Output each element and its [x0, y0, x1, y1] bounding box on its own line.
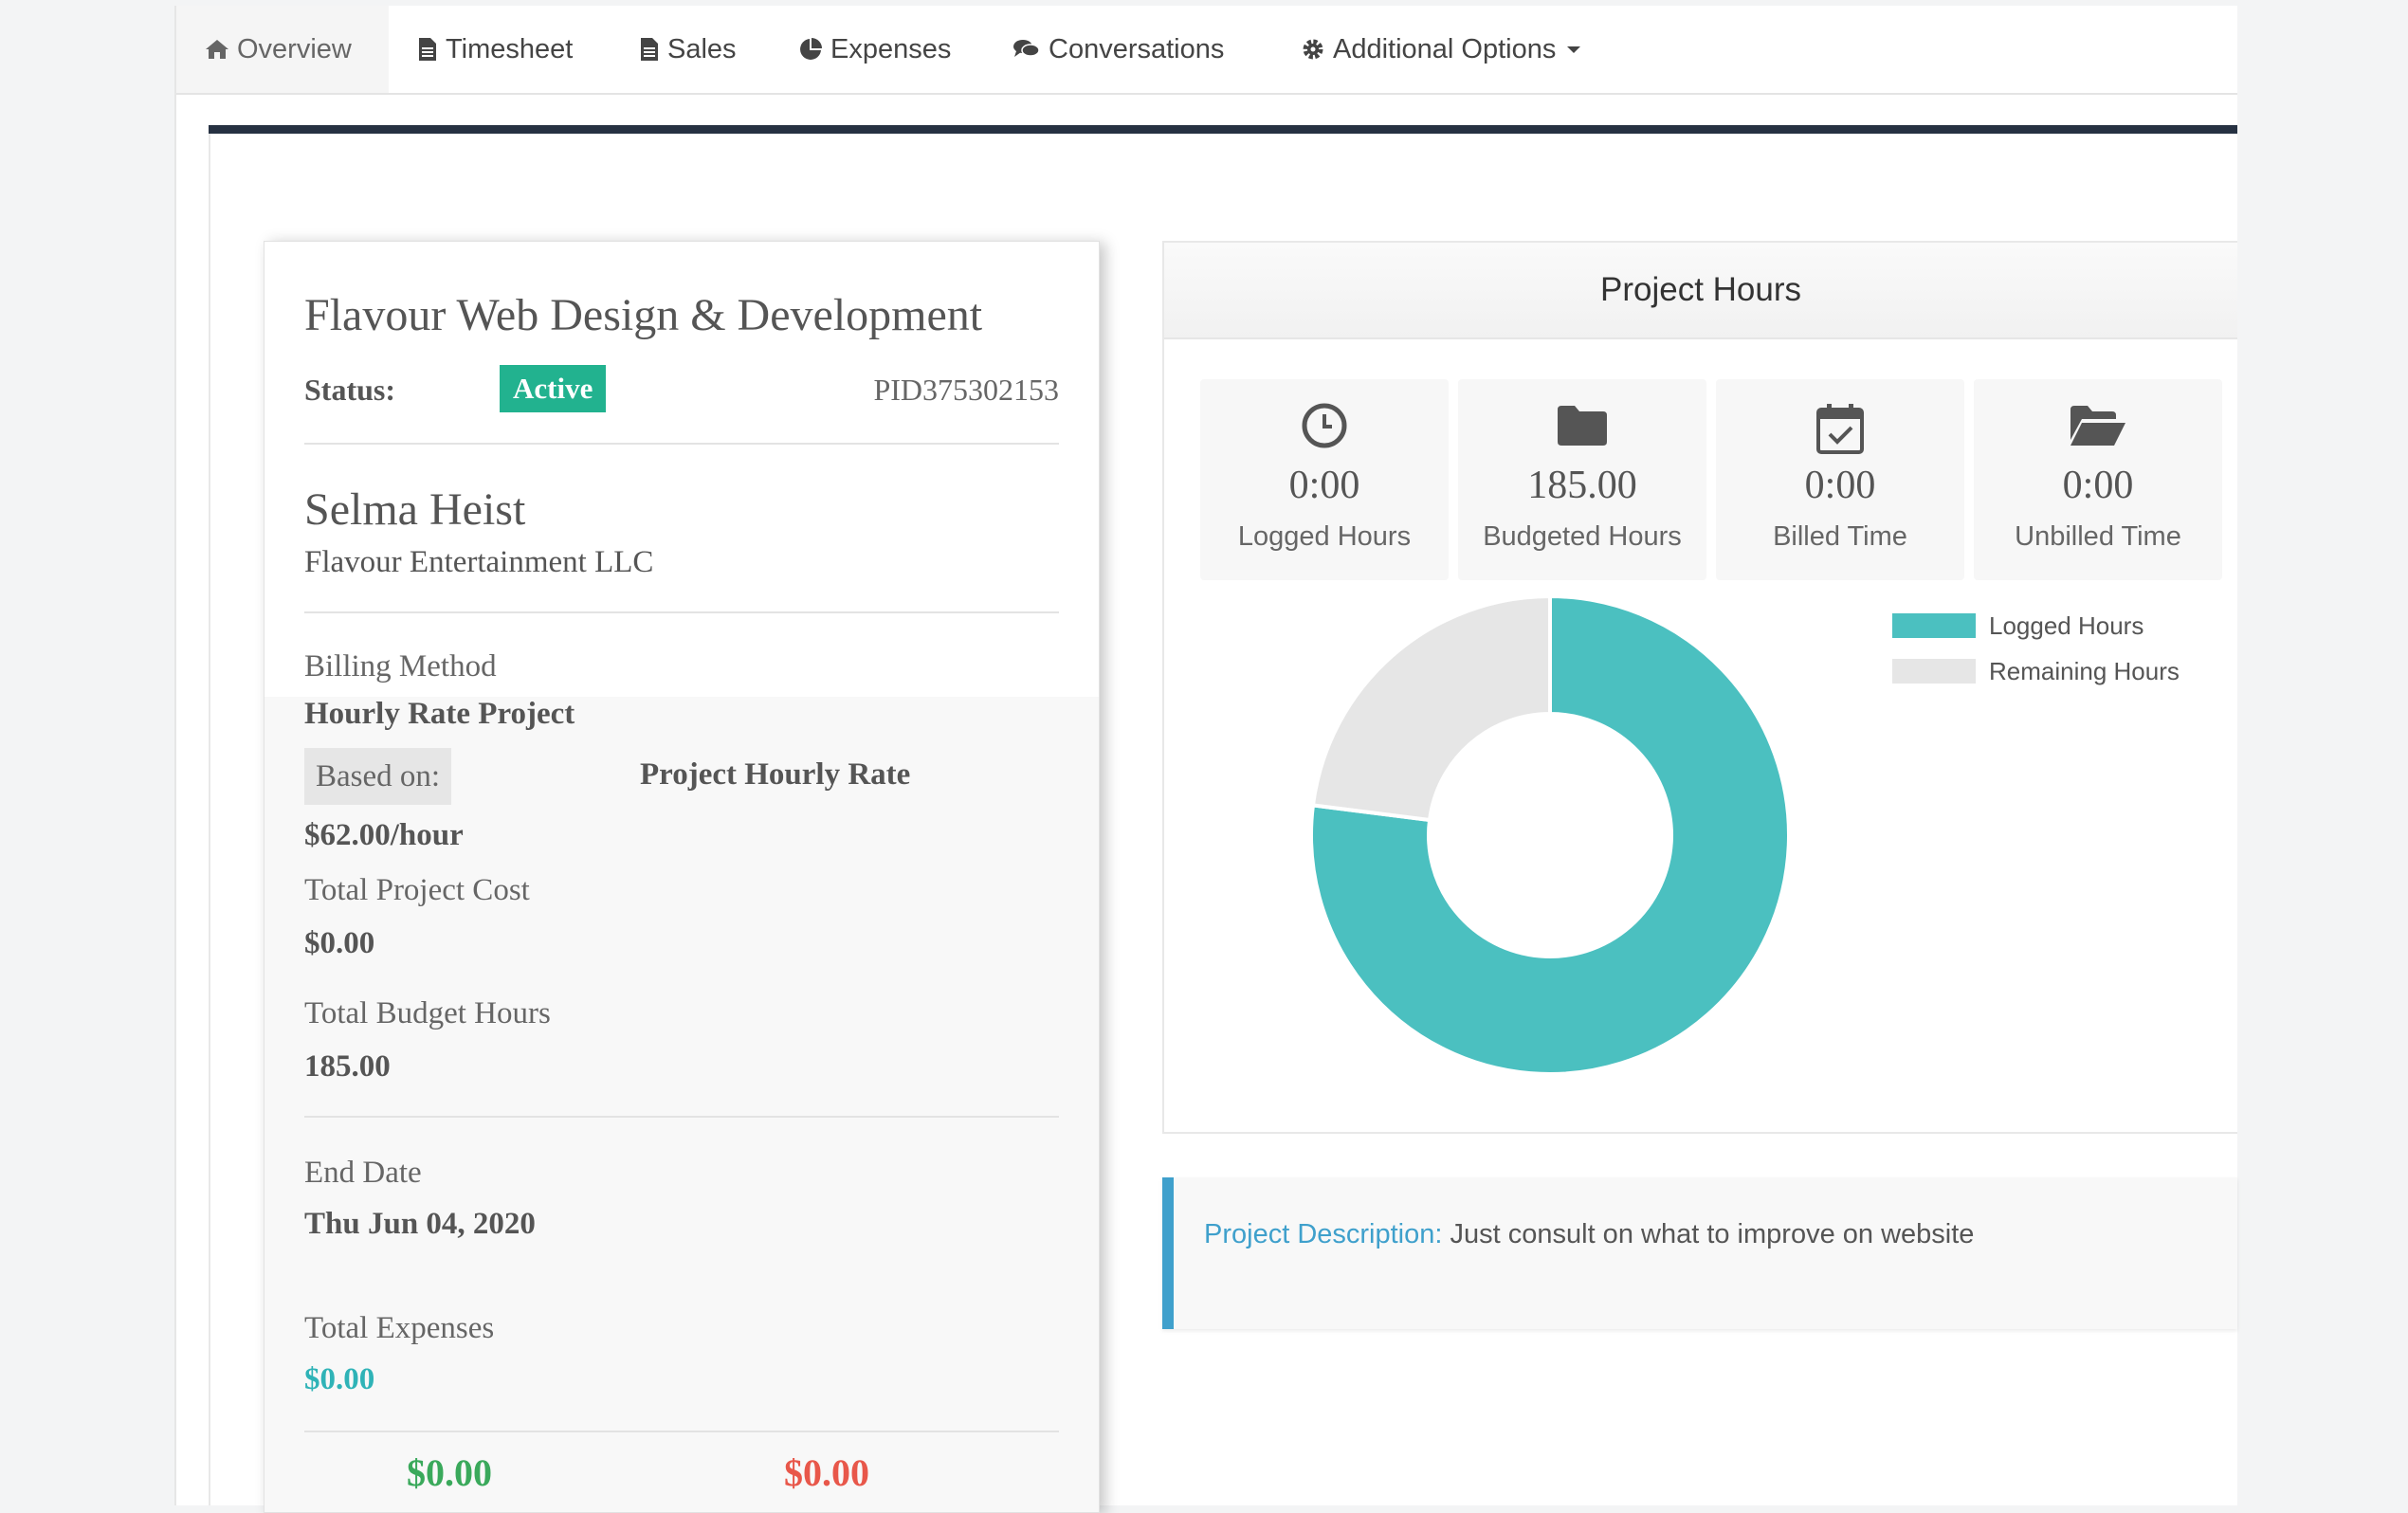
project-description: Project Description: Just consult on wha… — [1162, 1177, 2237, 1329]
top-nav: Overview Timesheet Sales Expenses Conver… — [176, 6, 2237, 95]
divider — [304, 443, 1059, 445]
tab-label: Overview — [237, 33, 352, 64]
description-line: Project Description: Just consult on wha… — [1204, 1219, 1974, 1250]
legend-item-remaining[interactable]: Remaining Hours — [1892, 648, 2180, 694]
stat-logged-hours: 0:00 Logged Hours — [1200, 379, 1449, 580]
stat-value: 185.00 — [1527, 464, 1637, 507]
based-on-value: Project Hourly Rate — [640, 757, 911, 792]
tab-label: Conversations — [1049, 33, 1225, 64]
expense-amount: $0.00 — [784, 1451, 869, 1494]
divider — [304, 611, 1059, 613]
legend-swatch — [1892, 659, 1976, 684]
based-on-label: Based on: — [304, 748, 452, 805]
status-badge: Active — [500, 365, 607, 412]
calendar-check-icon — [1816, 404, 1864, 454]
section-divider — [209, 125, 2237, 134]
divider — [304, 1116, 1059, 1118]
comments-icon — [1013, 40, 1040, 57]
end-date-label: End Date — [304, 1156, 422, 1190]
total-project-cost-label: Total Project Cost — [304, 873, 530, 907]
folder-icon — [1558, 406, 1607, 446]
total-budget-hours-label: Total Budget Hours — [304, 996, 551, 1030]
tab-label: Sales — [667, 33, 737, 64]
end-date-value: Thu Jun 04, 2020 — [304, 1207, 536, 1241]
legend-item-logged[interactable]: Logged Hours — [1892, 603, 2180, 648]
project-hours-panel: Project Hours 0:00 Logged Hours 185.00 B… — [1162, 241, 2237, 1134]
total-project-cost-value: $0.00 — [304, 926, 375, 960]
app-window: Overview Timesheet Sales Expenses Conver… — [174, 6, 2237, 1513]
tab-label: Timesheet — [446, 33, 574, 64]
legend-label: Remaining Hours — [1989, 656, 2180, 685]
description-text: Just consult on what to improve on websi… — [1450, 1219, 1975, 1249]
stat-label: Budgeted Hours — [1483, 521, 1682, 552]
stat-label: Unbilled Time — [2015, 521, 2181, 552]
stat-unbilled-time: 0:00 Unbilled Time — [1974, 379, 2222, 580]
project-id: PID375302153 — [873, 373, 1059, 407]
income-amount: $0.00 — [407, 1451, 492, 1494]
legend-label: Logged Hours — [1989, 611, 2144, 640]
status-label: Status: — [304, 373, 396, 407]
description-label: Project Description: — [1204, 1219, 1443, 1249]
gear-icon — [1303, 39, 1323, 60]
stat-label: Billed Time — [1773, 521, 1907, 552]
project-hours-header: Project Hours — [1164, 243, 2237, 339]
folder-open-icon — [2071, 406, 2125, 446]
tab-conversations[interactable]: Conversations — [984, 6, 1252, 93]
file-icon — [641, 38, 658, 61]
tab-overview[interactable]: Overview — [176, 6, 389, 93]
stat-value: 0:00 — [2062, 464, 2134, 507]
stat-budgeted-hours: 185.00 Budgeted Hours — [1458, 379, 1706, 580]
divider — [304, 1431, 1059, 1432]
project-title: Flavour Web Design & Development — [304, 290, 983, 340]
stat-value: 0:00 — [1804, 464, 1876, 507]
billing-method-label: Billing Method — [304, 649, 497, 684]
client-name[interactable]: Selma Heist — [304, 484, 526, 535]
file-icon — [419, 38, 436, 61]
total-expenses-value: $0.00 — [304, 1362, 375, 1396]
card-header-bg — [265, 242, 1099, 697]
client-company: Flavour Entertainment LLC — [304, 545, 654, 579]
tab-expenses[interactable]: Expenses — [770, 6, 979, 93]
clock-icon — [1302, 403, 1347, 448]
billing-method-value: Hourly Rate Project — [304, 697, 575, 731]
tab-additional-options[interactable]: Additional Options — [1272, 6, 1611, 93]
caret-down-icon — [1567, 46, 1581, 53]
project-info-card: Flavour Web Design & Development Status:… — [264, 241, 1100, 1513]
stat-value: 0:00 — [1288, 464, 1360, 507]
pie-chart-icon — [800, 38, 822, 60]
donut-slice-logged-hours[interactable] — [1309, 593, 1791, 1076]
stat-label: Logged Hours — [1237, 521, 1412, 552]
chart-legend: Logged Hours Remaining Hours — [1892, 603, 2180, 694]
stat-billed-time: 0:00 Billed Time — [1716, 379, 1964, 580]
total-expenses-label: Total Expenses — [304, 1311, 495, 1345]
project-hours-title: Project Hours — [1599, 271, 1802, 308]
tab-sales[interactable]: Sales — [611, 6, 765, 93]
tab-label: Additional Options — [1333, 33, 1557, 64]
content-border — [209, 134, 210, 1505]
tab-timesheet[interactable]: Timesheet — [389, 6, 601, 93]
home-icon — [206, 40, 228, 59]
tab-label: Expenses — [830, 33, 952, 64]
hourly-rate: $62.00/hour — [304, 818, 464, 852]
legend-swatch — [1892, 613, 1976, 638]
donut-slice-remaining-hours[interactable] — [1310, 593, 1552, 823]
project-hours-donut-chart — [1309, 593, 1791, 1076]
total-budget-hours-value: 185.00 — [304, 1049, 391, 1084]
